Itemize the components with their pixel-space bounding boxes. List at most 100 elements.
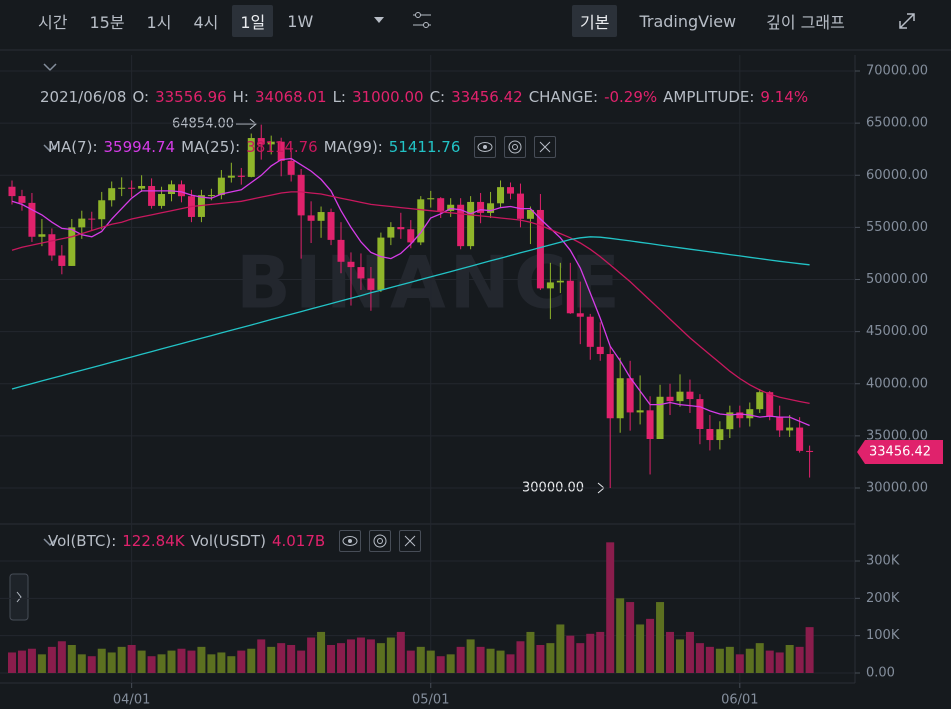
- close-button[interactable]: [534, 136, 557, 158]
- price-tag-label: 33456.42: [869, 444, 931, 459]
- candle-body: [118, 187, 126, 189]
- candle-body: [417, 199, 425, 243]
- volume-bar: [327, 645, 336, 673]
- collapse-icon[interactable]: [43, 538, 57, 547]
- volume-bar: [297, 650, 306, 673]
- annotation-high: 64854.00: [172, 117, 234, 132]
- candle-body: [68, 227, 76, 266]
- volume-bar: [8, 652, 16, 673]
- tab[interactable]: 기본: [572, 5, 618, 37]
- volume-bar: [217, 652, 226, 673]
- side-toggle[interactable]: [9, 573, 29, 621]
- tab[interactable]: 4시: [193, 13, 219, 32]
- candle-body: [606, 354, 614, 419]
- candle-body: [337, 239, 345, 262]
- candle-body: [686, 391, 694, 400]
- watermark: BINANCE: [236, 241, 624, 325]
- info-value: 33456.42: [451, 88, 523, 106]
- candle-body: [546, 282, 554, 289]
- volume-bar: [795, 646, 804, 673]
- tab[interactable]: 1시: [146, 13, 172, 32]
- tab[interactable]: 15분: [89, 13, 125, 32]
- ma-name: MA(25):: [181, 138, 241, 156]
- candle-body: [556, 280, 564, 283]
- eye-button[interactable]: [474, 136, 497, 158]
- volume-bar: [606, 542, 615, 673]
- volume-bar: [346, 639, 355, 673]
- info-label: H:: [232, 88, 249, 106]
- volume-bar: [207, 654, 216, 673]
- candle-body: [18, 196, 26, 203]
- interval-tabs: 시간 15분 1시 4시 1일 1W: [30, 0, 327, 42]
- y-tick-label: 55000.00: [866, 220, 928, 235]
- volume-bar: [257, 639, 266, 673]
- volume-bar: [317, 631, 326, 673]
- vol-value: 4.017B: [271, 532, 326, 550]
- candle-body: [526, 209, 534, 219]
- candle-body: [247, 138, 255, 177]
- tab[interactable]: 1일: [232, 5, 274, 37]
- volume-bar: [805, 627, 814, 673]
- collapse-icon[interactable]: [43, 63, 57, 72]
- ma-line: [11, 236, 810, 390]
- tab[interactable]: TradingView: [639, 11, 737, 31]
- dropdown-icon[interactable]: [374, 17, 384, 23]
- volume-bar: [406, 650, 415, 673]
- candle-body: [636, 410, 644, 413]
- tab[interactable]: 깊이 그래프: [766, 13, 845, 32]
- volume-bar: [556, 624, 565, 673]
- fullscreen-icon[interactable]: [899, 13, 915, 29]
- price-tag: [857, 439, 943, 464]
- candle-body: [347, 261, 355, 268]
- y-tick-label: 65000.00: [866, 116, 928, 131]
- y-tick-label: 40000.00: [866, 376, 928, 391]
- candle-body: [158, 194, 166, 206]
- volume-bar: [247, 648, 256, 673]
- candle-body: [387, 227, 395, 238]
- candle-body: [287, 160, 295, 175]
- volume-bar: [526, 631, 535, 673]
- volume-bar: [536, 645, 545, 673]
- candle-body: [706, 428, 714, 441]
- close-button[interactable]: [399, 530, 422, 552]
- tab[interactable]: 1W: [287, 11, 314, 31]
- volume-bar: [516, 641, 525, 673]
- collapse-icon[interactable]: [43, 144, 57, 153]
- y-tick-label: 70000.00: [866, 64, 928, 79]
- annotation-arrow: [236, 118, 257, 130]
- x-tick-label: 05/01: [412, 693, 449, 708]
- volume-bar: [745, 648, 754, 673]
- ma-line: [11, 157, 810, 427]
- y-tick-label: 300K: [866, 554, 900, 569]
- candle-body: [277, 141, 285, 161]
- candle-body: [467, 201, 475, 247]
- settings-icon[interactable]: [413, 12, 431, 28]
- candle-body: [696, 399, 704, 429]
- volume-bar: [356, 637, 365, 673]
- volume-bar: [695, 643, 704, 673]
- candle-body: [177, 184, 185, 197]
- volume-bar: [426, 650, 435, 673]
- date: 2021/06/08: [40, 88, 127, 106]
- candle-body: [716, 429, 724, 441]
- eye-button[interactable]: [339, 530, 362, 552]
- gear-button[interactable]: [369, 530, 392, 552]
- volume-bar: [656, 602, 665, 673]
- volume-bar: [636, 624, 645, 673]
- volume-bar: [396, 631, 405, 673]
- ma-name: MA(7):: [48, 138, 98, 156]
- y-tick-label: 60000.00: [866, 168, 928, 183]
- candle-body: [407, 229, 415, 243]
- volume-bar: [456, 646, 465, 673]
- candle-body: [776, 416, 784, 431]
- x-tick-label: 06/01: [721, 693, 758, 708]
- candle-body: [477, 201, 485, 213]
- gear-button[interactable]: [504, 136, 527, 158]
- tab[interactable]: 시간: [38, 13, 68, 32]
- volume-legend: Vol(BTC): 122.84K Vol(USDT) 4.017B: [48, 530, 422, 552]
- volume-bar: [267, 646, 276, 673]
- volume-bar: [197, 646, 206, 673]
- candle-body: [98, 200, 106, 220]
- candle-body: [736, 412, 744, 419]
- volume-bar: [596, 631, 605, 673]
